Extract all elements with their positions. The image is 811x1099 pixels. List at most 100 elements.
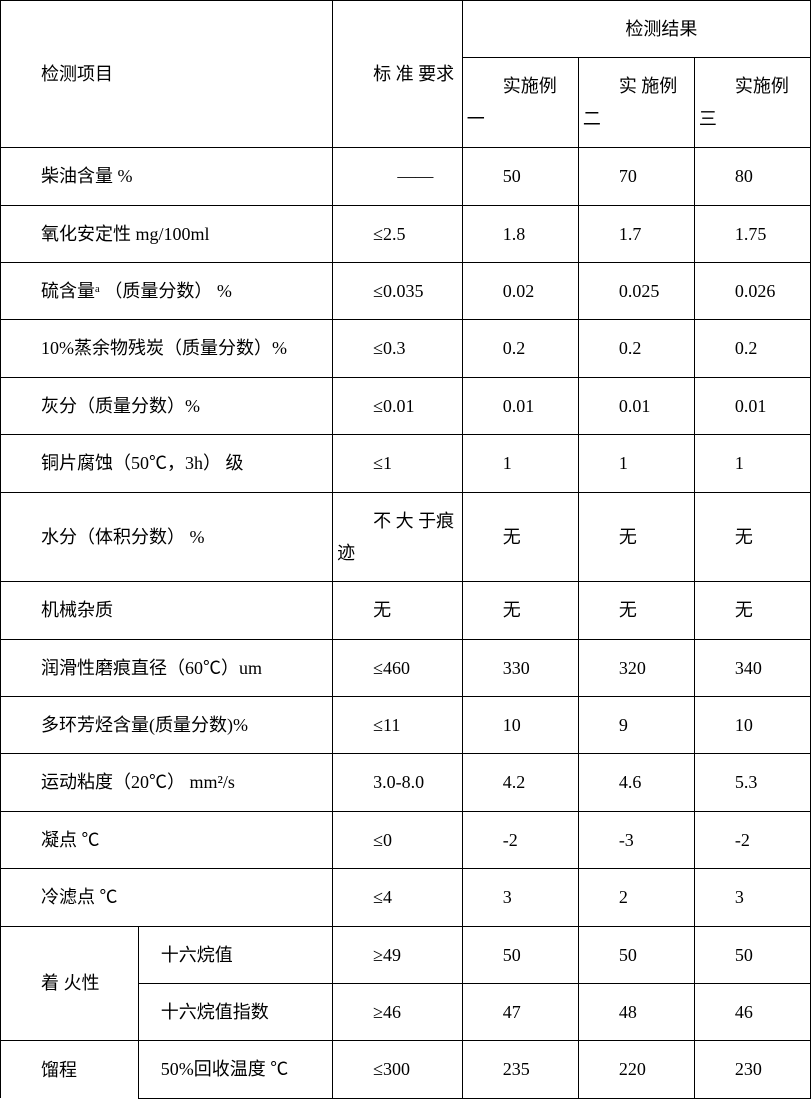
val-cell: -3	[578, 811, 694, 868]
table-row: 运动粘度（20℃） mm²/s 3.0-8.0 4.2 4.6 5.3	[1, 754, 811, 811]
val-cell: 50	[462, 148, 578, 205]
val-cell: 无	[462, 492, 578, 582]
val-cell: 340	[694, 639, 810, 696]
val-cell: 10	[462, 697, 578, 754]
val-cell: 220	[578, 1041, 694, 1098]
val-cell: 235	[462, 1041, 578, 1098]
val-cell: 3	[694, 869, 810, 926]
header-standard: 标 准 要求	[333, 1, 463, 148]
val-cell: 1	[578, 435, 694, 492]
val-cell: 50	[578, 926, 694, 983]
ignition-label: 着 火性	[1, 926, 139, 1041]
header-item: 检测项目	[1, 1, 333, 148]
std-cell: ≤2.5	[333, 205, 463, 262]
val-cell: 5.3	[694, 754, 810, 811]
val-cell: -2	[694, 811, 810, 868]
table-row: 氧化安定性 mg/100ml ≤2.5 1.8 1.7 1.75	[1, 205, 811, 262]
val-cell: 4.6	[578, 754, 694, 811]
std-cell: 3.0-8.0	[333, 754, 463, 811]
val-cell: 80	[694, 148, 810, 205]
std-cell: ≤0.01	[333, 377, 463, 434]
ignition-sub2-item: 十六烷值指数	[138, 984, 332, 1041]
table-row: 冷滤点 ℃ ≤4 3 2 3	[1, 869, 811, 926]
table-row: 润滑性磨痕直径（60℃）um ≤460 330 320 340	[1, 639, 811, 696]
std-cell: 不 大 于痕迹	[333, 492, 463, 582]
table-row: 柴油含量 % —— 50 70 80	[1, 148, 811, 205]
val-cell: 无	[462, 582, 578, 639]
item-cell: 凝点 ℃	[1, 811, 333, 868]
val-cell: 50	[462, 926, 578, 983]
item-cell: 润滑性磨痕直径（60℃）um	[1, 639, 333, 696]
val-cell: -2	[462, 811, 578, 868]
std-cell: ≤11	[333, 697, 463, 754]
val-cell: 0.01	[462, 377, 578, 434]
distillation-sub1-item: 50%回收温度 ℃	[138, 1041, 332, 1098]
std-cell: ≤1	[333, 435, 463, 492]
val-cell: 0.2	[694, 320, 810, 377]
item-cell: 氧化安定性 mg/100ml	[1, 205, 333, 262]
header-ex3: 实施例三	[694, 58, 810, 148]
table-row: 机械杂质 无 无 无 无	[1, 582, 811, 639]
val-cell: 9	[578, 697, 694, 754]
val-cell: 320	[578, 639, 694, 696]
item-cell: 冷滤点 ℃	[1, 869, 333, 926]
val-cell: 1	[694, 435, 810, 492]
val-cell: 10	[694, 697, 810, 754]
table-row: 凝点 ℃ ≤0 -2 -3 -2	[1, 811, 811, 868]
item-cell: 灰分（质量分数）%	[1, 377, 333, 434]
item-cell: 运动粘度（20℃） mm²/s	[1, 754, 333, 811]
val-cell: 0.026	[694, 262, 810, 319]
std-cell: ≥46	[333, 984, 463, 1041]
val-cell: 无	[578, 492, 694, 582]
val-cell: 3	[462, 869, 578, 926]
std-cell: ≤0.3	[333, 320, 463, 377]
std-cell: ≤0.035	[333, 262, 463, 319]
std-cell: ——	[333, 148, 463, 205]
item-cell: 铜片腐蚀（50℃，3h） 级	[1, 435, 333, 492]
table-row: 硫含量ᵃ （质量分数） % ≤0.035 0.02 0.025 0.026	[1, 262, 811, 319]
table-row: 铜片腐蚀（50℃，3h） 级 ≤1 1 1 1	[1, 435, 811, 492]
ignition-row-1: 着 火性 十六烷值 ≥49 50 50 50	[1, 926, 811, 983]
val-cell: 47	[462, 984, 578, 1041]
val-cell: 0.02	[462, 262, 578, 319]
val-cell: 46	[694, 984, 810, 1041]
table-row: 水分（体积分数） % 不 大 于痕迹 无 无 无	[1, 492, 811, 582]
val-cell: 0.2	[578, 320, 694, 377]
val-cell: 无	[694, 582, 810, 639]
std-cell: ≥49	[333, 926, 463, 983]
item-cell: 水分（体积分数） %	[1, 492, 333, 582]
item-cell: 多环芳烃含量(质量分数)%	[1, 697, 333, 754]
distillation-row: 馏程 50%回收温度 ℃ ≤300 235 220 230	[1, 1041, 811, 1098]
val-cell: 0.01	[578, 377, 694, 434]
val-cell: 0.01	[694, 377, 810, 434]
val-cell: 1.8	[462, 205, 578, 262]
table-row: 灰分（质量分数）% ≤0.01 0.01 0.01 0.01	[1, 377, 811, 434]
val-cell: 70	[578, 148, 694, 205]
val-cell: 230	[694, 1041, 810, 1098]
table-row: 10%蒸余物残炭（质量分数）% ≤0.3 0.2 0.2 0.2	[1, 320, 811, 377]
item-cell: 柴油含量 %	[1, 148, 333, 205]
std-cell: ≤300	[333, 1041, 463, 1098]
val-cell: 1.7	[578, 205, 694, 262]
val-cell: 无	[694, 492, 810, 582]
std-cell: ≤460	[333, 639, 463, 696]
header-ex1: 实施例一	[462, 58, 578, 148]
val-cell: 1	[462, 435, 578, 492]
header-results: 检测结果	[462, 1, 810, 58]
header-ex2: 实 施例二	[578, 58, 694, 148]
table-row: 多环芳烃含量(质量分数)% ≤11 10 9 10	[1, 697, 811, 754]
val-cell: 0.025	[578, 262, 694, 319]
val-cell: 0.2	[462, 320, 578, 377]
std-cell: 无	[333, 582, 463, 639]
item-cell: 硫含量ᵃ （质量分数） %	[1, 262, 333, 319]
item-cell: 机械杂质	[1, 582, 333, 639]
val-cell: 2	[578, 869, 694, 926]
header-row-1: 检测项目 标 准 要求 检测结果	[1, 1, 811, 58]
val-cell: 4.2	[462, 754, 578, 811]
std-cell: ≤4	[333, 869, 463, 926]
item-cell: 10%蒸余物残炭（质量分数）%	[1, 320, 333, 377]
distillation-label: 馏程	[1, 1041, 139, 1098]
val-cell: 48	[578, 984, 694, 1041]
ignition-sub1-item: 十六烷值	[138, 926, 332, 983]
val-cell: 1.75	[694, 205, 810, 262]
